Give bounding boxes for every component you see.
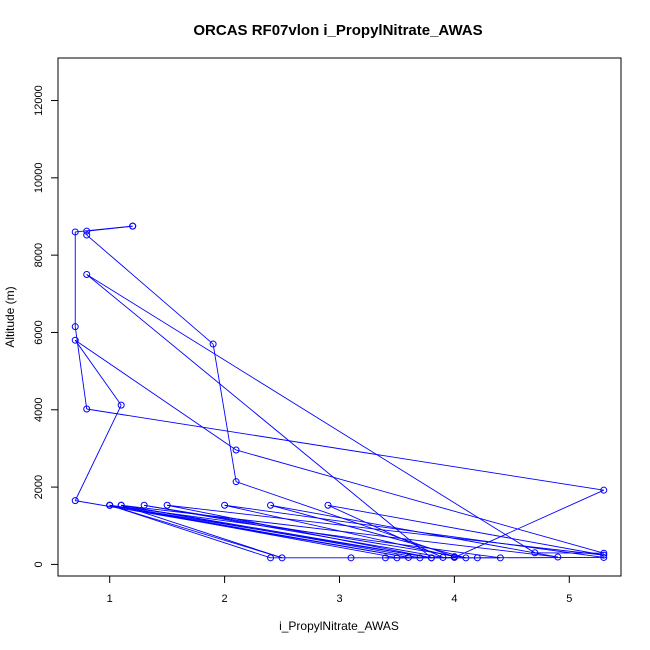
- data-point: [71, 336, 79, 344]
- series-segment: [74, 404, 122, 501]
- data-point: [71, 323, 79, 331]
- data-point: [117, 501, 125, 509]
- series-segment: [86, 408, 604, 491]
- data-point: [71, 497, 79, 505]
- y-tick-label: 4000: [33, 398, 45, 422]
- data-point: [554, 553, 562, 561]
- series-segment: [327, 504, 444, 558]
- series-segment: [109, 504, 283, 559]
- data-point: [462, 554, 470, 562]
- data-point: [267, 554, 275, 562]
- data-point: [600, 486, 608, 494]
- x-axis: 1 2 3 4 5: [107, 575, 572, 605]
- data-point: [278, 554, 286, 562]
- x-tick-label: 2: [222, 593, 228, 605]
- data-point: [347, 554, 355, 562]
- data-point: [416, 554, 424, 562]
- data-point: [496, 554, 504, 562]
- data-point: [600, 551, 608, 559]
- y-tick-label: 0: [33, 561, 45, 567]
- data-point: [393, 554, 401, 562]
- series-segment: [167, 504, 432, 559]
- data-point: [83, 270, 91, 278]
- series-segment: [235, 449, 604, 554]
- x-axis-label: i_PropylNitrate_AWAS: [279, 619, 399, 633]
- x-tick-label: 1: [107, 593, 113, 605]
- series-segment: [212, 343, 237, 482]
- data-point: [600, 553, 608, 561]
- series-segment: [86, 274, 536, 554]
- series-segment: [224, 504, 455, 558]
- data-point: [427, 554, 435, 562]
- series-segment: [75, 500, 409, 558]
- y-axis-label: Altitude (m): [3, 286, 17, 347]
- data-point: [439, 553, 447, 561]
- data-point: [129, 222, 137, 230]
- data-point: [324, 501, 332, 509]
- series-segment: [327, 504, 604, 556]
- series-points: [71, 222, 608, 562]
- data-point: [232, 446, 240, 454]
- series-segment: [74, 339, 237, 451]
- y-tick-label: 12000: [33, 85, 45, 116]
- series-lines: [74, 225, 604, 559]
- series-segment: [74, 326, 88, 410]
- y-axis: 0 2000 4000 6000 8000 10000 12000: [33, 85, 59, 567]
- series-segment: [121, 504, 421, 559]
- data-point: [106, 501, 114, 509]
- y-tick-label: 2000: [33, 475, 45, 499]
- data-point: [163, 501, 171, 509]
- data-point: [140, 501, 148, 509]
- data-point: [71, 228, 79, 236]
- data-point: [83, 231, 91, 239]
- data-point: [209, 340, 217, 348]
- data-point: [450, 553, 458, 561]
- series-segment: [86, 225, 133, 232]
- series-segment: [109, 504, 271, 559]
- x-tick-label: 3: [336, 593, 342, 605]
- data-point: [221, 501, 229, 509]
- y-tick-label: 6000: [33, 320, 45, 344]
- data-point: [404, 553, 412, 561]
- series-segment: [121, 504, 283, 559]
- y-tick-label: 10000: [33, 163, 45, 194]
- series-segment: [235, 481, 455, 558]
- data-point: [117, 401, 125, 409]
- series-segment: [167, 504, 604, 556]
- data-point: [83, 405, 91, 413]
- data-point: [473, 554, 481, 562]
- series-segment: [74, 339, 122, 406]
- data-point: [600, 549, 608, 557]
- data-point: [381, 554, 389, 562]
- series-segment: [224, 504, 604, 558]
- data-point: [267, 501, 275, 509]
- data-point: [232, 478, 240, 486]
- series-segment: [144, 504, 443, 558]
- x-tick-label: 4: [451, 593, 457, 605]
- data-point: [531, 549, 539, 557]
- chart-title: ORCAS RF07vlon i_PropylNitrate_AWAS: [193, 22, 482, 39]
- series-segment: [86, 234, 214, 345]
- y-tick-label: 8000: [33, 243, 45, 267]
- series-segment: [86, 274, 432, 559]
- data-point: [83, 227, 91, 235]
- series-segment: [454, 489, 604, 558]
- x-tick-label: 5: [566, 593, 572, 605]
